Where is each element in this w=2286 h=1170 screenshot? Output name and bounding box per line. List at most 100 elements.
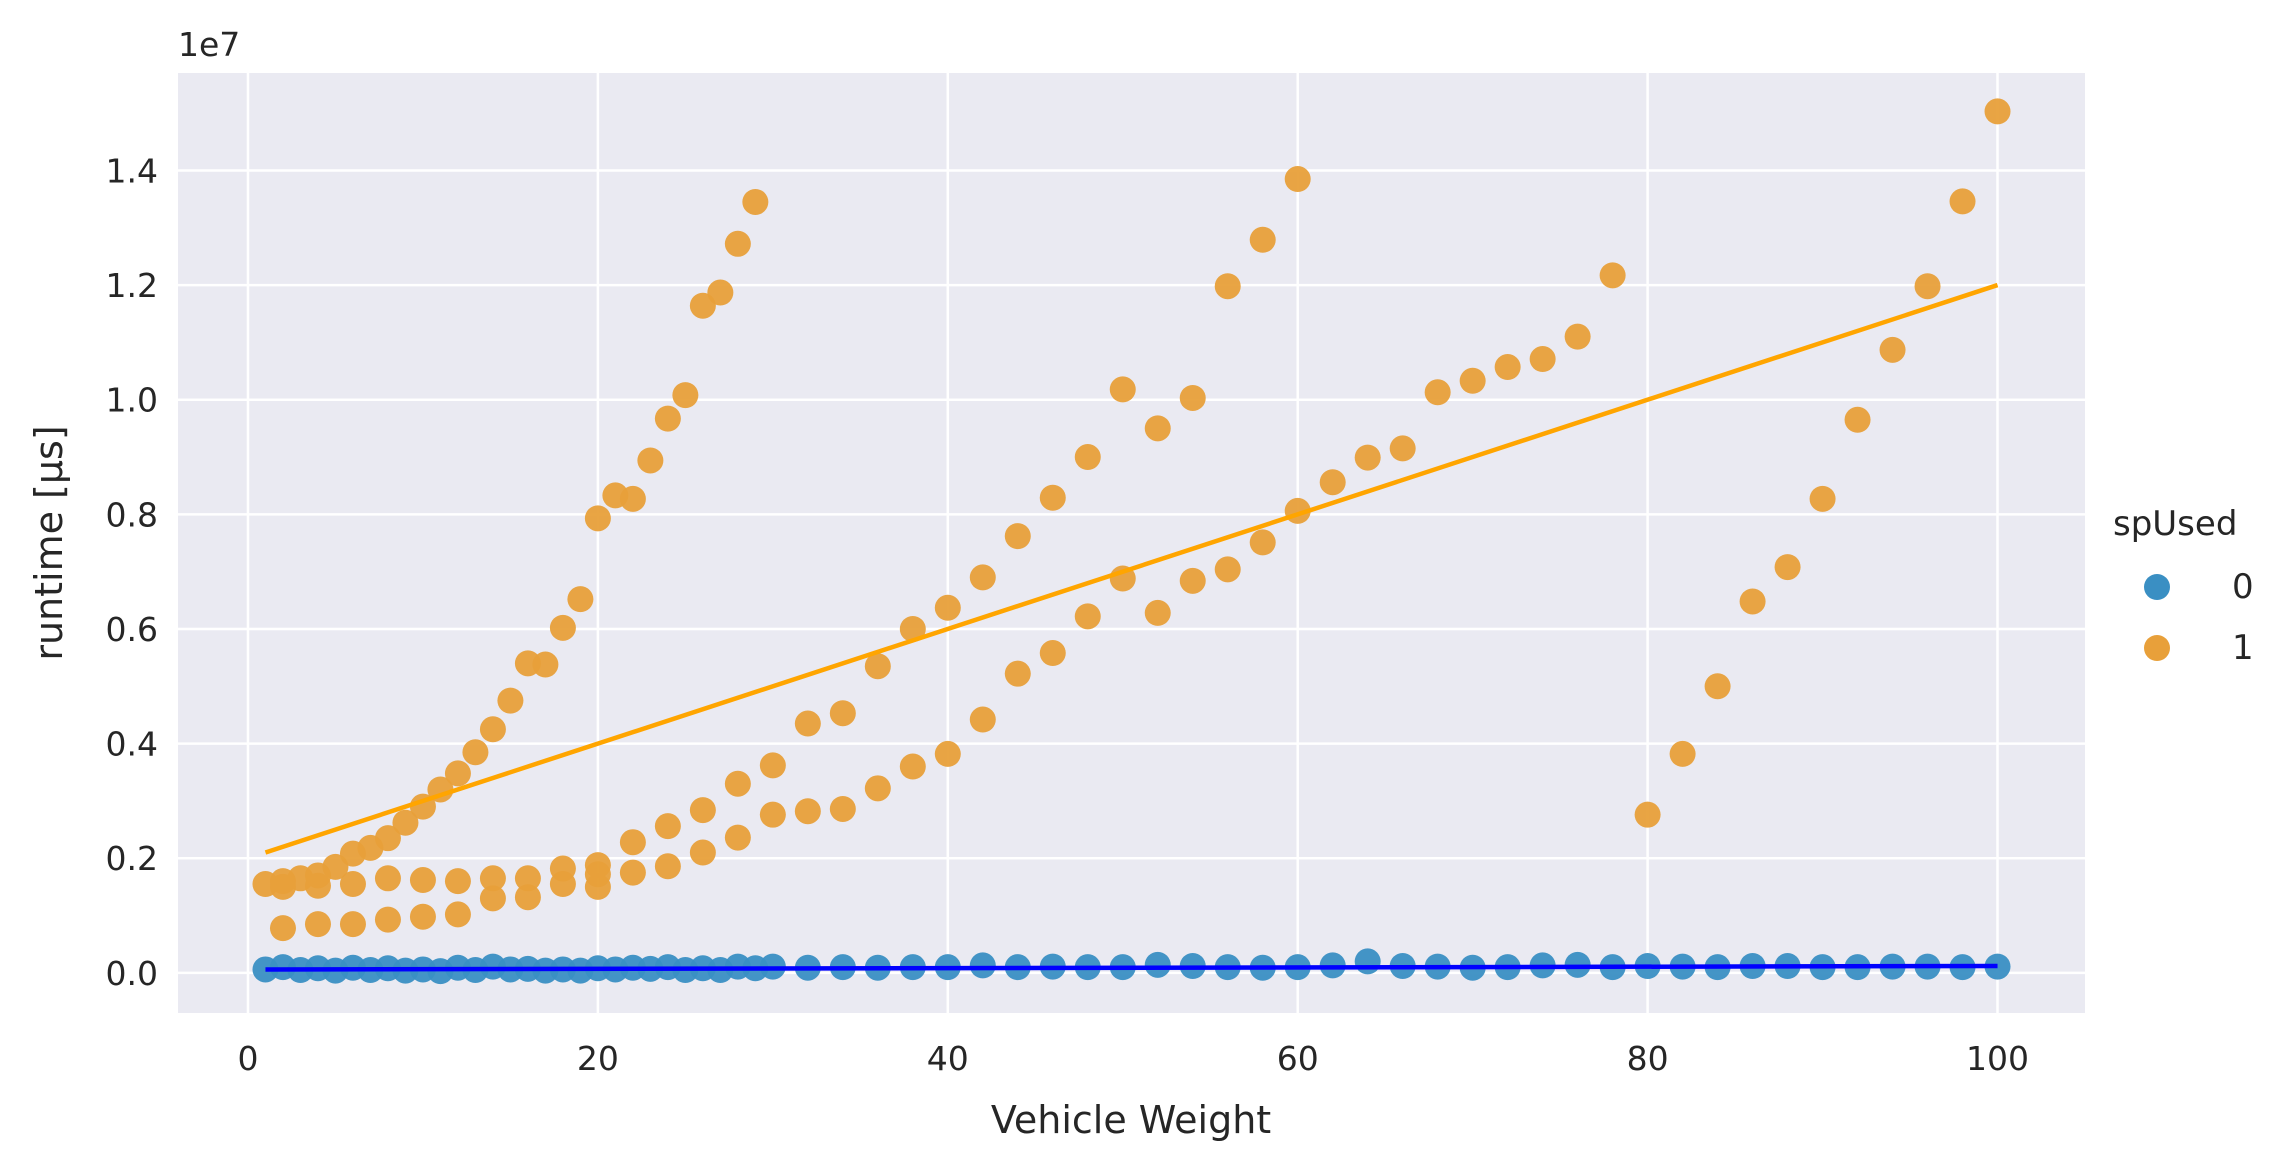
x-tick-label: 100 bbox=[1966, 1039, 2029, 1078]
series-1-point bbox=[1039, 640, 1066, 667]
legend: spUsed 0 1 bbox=[2113, 504, 2254, 668]
series-1-point bbox=[269, 915, 296, 942]
series-1-point bbox=[479, 865, 506, 892]
series-1-point bbox=[1774, 554, 1801, 581]
series-1-point bbox=[1004, 660, 1031, 687]
series-1-point bbox=[707, 279, 734, 306]
series-1-point bbox=[304, 911, 331, 938]
series-1-point bbox=[1494, 354, 1521, 381]
legend-label-series-1: 1 bbox=[2232, 628, 2254, 668]
series-1-point bbox=[1004, 523, 1031, 550]
plot-background bbox=[178, 73, 2085, 1013]
legend-title: spUsed bbox=[2113, 504, 2237, 544]
series-1-point bbox=[567, 586, 594, 613]
series-1-point bbox=[549, 871, 576, 898]
series-1-point bbox=[1739, 588, 1766, 615]
series-1-point bbox=[1809, 485, 1836, 512]
y-tick-label: 0.4 bbox=[106, 725, 158, 764]
series-1-point bbox=[584, 505, 611, 532]
x-axis-ticks: 0 20 40 60 80 100 bbox=[237, 1039, 2029, 1078]
series-1-point bbox=[1564, 323, 1591, 350]
series-1-point bbox=[339, 911, 366, 938]
series-1-point bbox=[672, 382, 699, 409]
series-1-point bbox=[1214, 273, 1241, 300]
series-1-point bbox=[409, 903, 436, 930]
series-1-point bbox=[479, 885, 506, 912]
series-0-point bbox=[969, 952, 996, 979]
y-tick-label: 1.0 bbox=[106, 381, 158, 420]
legend-marker-series-0 bbox=[2144, 574, 2170, 600]
series-1-point bbox=[619, 829, 646, 856]
gridlines bbox=[178, 73, 2085, 1013]
series-1-point bbox=[864, 775, 891, 802]
x-tick-label: 20 bbox=[577, 1039, 619, 1078]
series-1-point bbox=[374, 825, 401, 852]
series-1-point bbox=[1984, 98, 2011, 125]
series-1-point bbox=[1599, 262, 1626, 289]
series-1-point bbox=[444, 868, 471, 895]
series-1-point bbox=[1074, 444, 1101, 471]
series-1-point bbox=[514, 865, 541, 892]
y-tick-label: 0.6 bbox=[106, 610, 158, 649]
series-1-point bbox=[392, 809, 419, 836]
series-1-point bbox=[794, 710, 821, 737]
series-1-point bbox=[899, 753, 926, 780]
series-1-point bbox=[374, 865, 401, 892]
series-1-point bbox=[1249, 226, 1276, 253]
x-tick-label: 80 bbox=[1627, 1039, 1669, 1078]
series-1-point bbox=[1634, 801, 1661, 828]
series-1-point bbox=[444, 760, 471, 787]
series-1-point bbox=[829, 795, 856, 822]
series-1-point bbox=[1704, 673, 1731, 700]
y-offset-text: 1e7 bbox=[178, 25, 240, 64]
series-1-point bbox=[549, 614, 576, 641]
series-1-regression-line bbox=[264, 282, 1999, 855]
y-tick-label: 1.2 bbox=[106, 266, 158, 305]
y-axis-label: runtime [µs] bbox=[27, 425, 71, 660]
series-1-point bbox=[514, 884, 541, 911]
series-1-point bbox=[1914, 273, 1941, 300]
series-1-point bbox=[654, 405, 681, 432]
series-1-point bbox=[934, 594, 961, 621]
series-1-point bbox=[1529, 346, 1556, 373]
series-0-point bbox=[1144, 951, 1171, 978]
series-1-point bbox=[304, 872, 331, 899]
y-tick-label: 0.0 bbox=[106, 954, 158, 993]
series-1-point bbox=[864, 653, 891, 680]
series-1-point bbox=[724, 230, 751, 257]
series-1-point bbox=[1249, 529, 1276, 556]
series-1-point bbox=[619, 485, 646, 512]
y-axis-ticks: 0.0 0.2 0.4 0.6 0.8 1.0 1.2 1.4 bbox=[106, 151, 158, 992]
legend-label-series-0: 0 bbox=[2232, 567, 2254, 607]
x-tick-label: 60 bbox=[1277, 1039, 1319, 1078]
series-1-point bbox=[462, 739, 489, 766]
series-1-point bbox=[794, 798, 821, 825]
series-1-point bbox=[1179, 567, 1206, 594]
series-1-point bbox=[444, 901, 471, 928]
series-1-point bbox=[1039, 484, 1066, 511]
series-1-point bbox=[654, 853, 681, 880]
series-1-point bbox=[1074, 603, 1101, 630]
series-1-point bbox=[1844, 406, 1871, 433]
series-1-point bbox=[1389, 435, 1416, 462]
y-tick-label: 1.4 bbox=[106, 151, 158, 190]
series-1-point bbox=[374, 906, 401, 933]
series-1-point bbox=[1214, 556, 1241, 583]
series-1-point bbox=[1319, 469, 1346, 496]
series-1-point bbox=[1354, 444, 1381, 471]
series-1-point bbox=[969, 706, 996, 733]
y-tick-label: 0.8 bbox=[106, 495, 158, 534]
series-1-point bbox=[654, 813, 681, 840]
series-1-point bbox=[1879, 336, 1906, 363]
series-1-point bbox=[689, 839, 716, 866]
series-1-point bbox=[1144, 599, 1171, 626]
x-tick-label: 0 bbox=[237, 1039, 258, 1078]
series-1-point bbox=[497, 687, 524, 714]
series-1-point bbox=[1144, 415, 1171, 442]
series-1-point bbox=[724, 824, 751, 851]
series-1-point bbox=[724, 770, 751, 797]
series-1-point bbox=[1459, 367, 1486, 394]
series-1-point bbox=[637, 447, 664, 474]
series-1-point bbox=[689, 797, 716, 824]
